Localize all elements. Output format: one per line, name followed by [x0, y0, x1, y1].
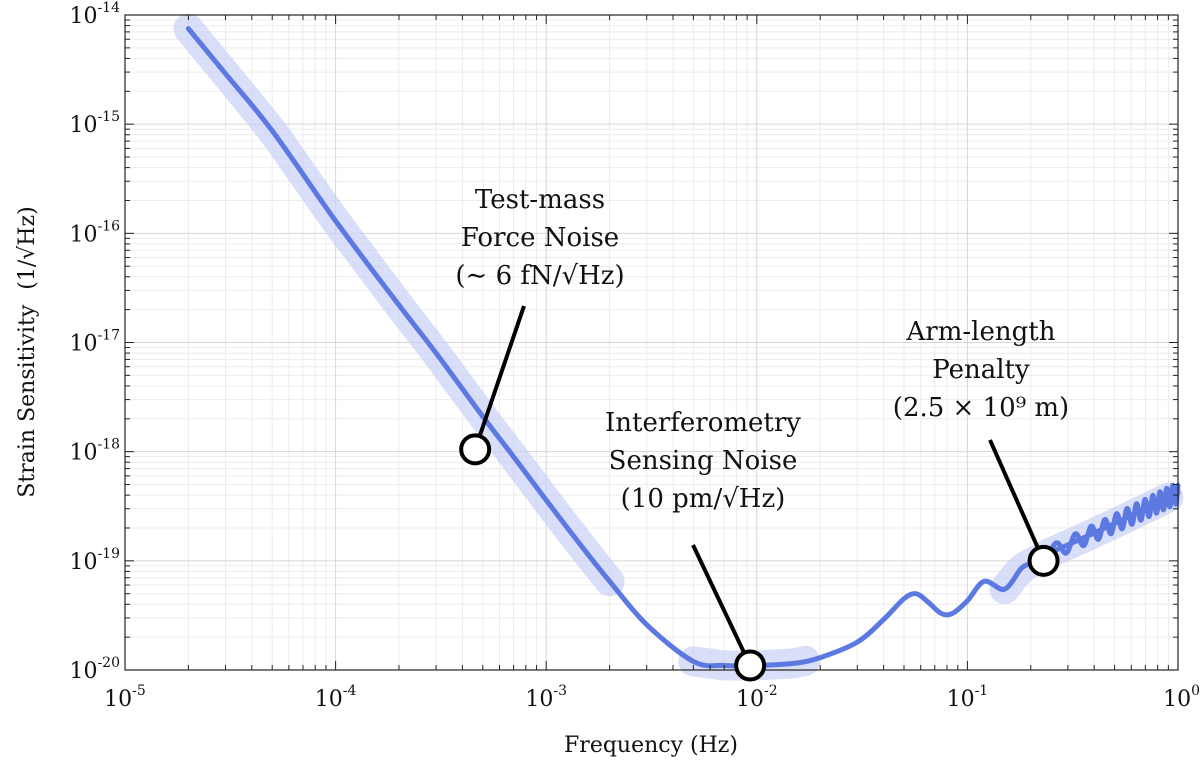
x-tick-label-exponent: -4	[343, 683, 357, 699]
sensitivity-curve	[185, 26, 1181, 669]
x-tick-label-base: 10	[1163, 687, 1191, 712]
sensing-noise-label-line: Interferometry	[605, 408, 801, 438]
y-tick-label-base: 10	[69, 113, 97, 138]
x-tick-label-base: 10	[315, 687, 343, 712]
y-axis-label-unit: (1/√Hz)	[15, 206, 40, 289]
x-tick-label-base: 10	[525, 687, 553, 712]
y-tick-label: 10-16	[69, 218, 120, 247]
y-axis-label-text: Strain Sensitivity	[15, 304, 40, 498]
y-tick-label: 10-20	[69, 655, 120, 684]
x-tick-label: 10-5	[104, 683, 146, 712]
y-tick-label: 10-14	[69, 0, 120, 29]
sensitivity-curve-oscillation	[1028, 482, 1181, 566]
y-tick-label-exponent: -18	[97, 437, 120, 453]
sensing-noise-marker	[734, 649, 767, 682]
arm-length-label-line: Arm-length	[906, 317, 1056, 347]
x-tick-label: 10-2	[736, 683, 778, 712]
force-noise-label-line: (∼ 6 fN/√Hz)	[455, 261, 624, 291]
x-tick-labels: 10-5 10-4 10-3 10-2 10-1 100	[104, 683, 1200, 712]
y-tick-label-exponent: -14	[97, 0, 120, 16]
y-tick-label: 10-18	[69, 437, 120, 466]
y-tick-label-base: 10	[69, 659, 97, 684]
force-noise-marker	[459, 433, 492, 466]
x-tick-label: 10-4	[315, 683, 357, 712]
y-tick-label-base: 10	[69, 332, 97, 357]
y-tick-label: 10-19	[69, 546, 120, 575]
x-tick-label-exponent: -5	[132, 683, 146, 699]
force-noise-label-line: Force Noise	[461, 223, 619, 253]
sensing-noise-label-line: Sensing Noise	[609, 446, 798, 476]
y-tick-label-base: 10	[69, 550, 97, 575]
x-tick-label: 100	[1163, 683, 1200, 712]
y-tick-label-exponent: -15	[97, 109, 120, 125]
force-noise-label-line: Test-mass	[475, 185, 605, 215]
arm-length-label-line: Penalty	[932, 355, 1030, 385]
annotations-layer: Test-mass Force Noise (∼ 6 fN/√Hz) Interfer…	[455, 185, 1069, 682]
y-tick-label-exponent: -20	[97, 655, 120, 671]
y-tick-label-base: 10	[69, 441, 97, 466]
y-tick-label-exponent: -19	[97, 546, 120, 562]
y-tick-label: 10-15	[69, 109, 120, 138]
series-layer	[185, 26, 1181, 669]
x-tick-label-exponent: -2	[764, 683, 778, 699]
arm-length-label-line: (2.5 × 10⁹ m)	[893, 393, 1069, 423]
x-tick-label: 10-1	[947, 683, 989, 712]
y-tick-label: 10-17	[69, 328, 120, 357]
x-tick-label-base: 10	[947, 687, 975, 712]
x-tick-label-base: 10	[736, 687, 764, 712]
y-tick-label-exponent: -17	[97, 328, 120, 344]
y-axis-label: Strain Sensitivity (1/√Hz)	[15, 206, 40, 497]
arm-length-marker	[1027, 544, 1060, 577]
x-tick-label-base: 10	[104, 687, 132, 712]
force-noise-leader-line	[473, 305, 526, 450]
tick-marks	[124, 14, 1179, 671]
x-axis-label: Frequency (Hz)	[564, 733, 738, 758]
x-tick-label-exponent: -1	[975, 683, 989, 699]
svg-text:Strain Sensitivity (1/√H: Strain Sensitivity (1/√Hz)	[15, 206, 40, 497]
y-tick-label-base: 10	[69, 222, 97, 247]
arm-length-leader-line	[988, 439, 1046, 562]
sensing-noise-leader-line	[691, 544, 752, 667]
y-tick-label-exponent: -16	[97, 218, 120, 234]
x-tick-label-exponent: -3	[553, 683, 567, 699]
y-tick-label-base: 10	[69, 4, 97, 29]
sensing-noise-label-line: (10 pm/√Hz)	[621, 484, 786, 514]
x-tick-label: 10-3	[525, 683, 567, 712]
x-tick-label-exponent: 0	[1191, 683, 1200, 699]
